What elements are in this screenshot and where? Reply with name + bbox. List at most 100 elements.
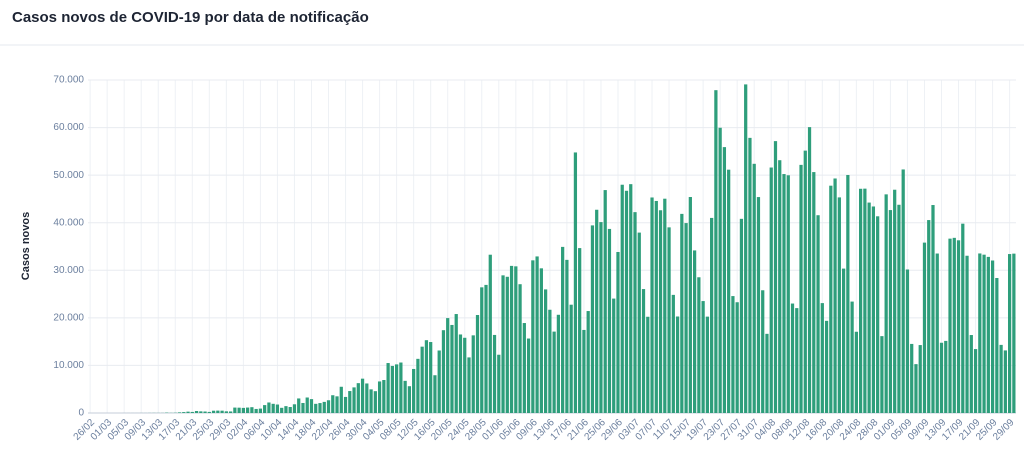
- bar: [710, 217, 714, 413]
- bar: [471, 335, 475, 413]
- bar: [612, 298, 616, 413]
- bar: [314, 403, 318, 413]
- bar: [233, 407, 237, 413]
- bar: [884, 194, 888, 413]
- bar: [488, 254, 492, 413]
- bar: [228, 411, 233, 413]
- bar: [803, 150, 807, 413]
- bar: [190, 411, 194, 413]
- bar: [356, 383, 360, 413]
- bar: [224, 411, 228, 413]
- bar: [854, 331, 858, 413]
- bar: [514, 266, 518, 413]
- bar: [382, 380, 386, 413]
- bar: [816, 215, 820, 413]
- bar: [812, 172, 816, 413]
- bar: [220, 410, 224, 413]
- bar: [863, 188, 867, 413]
- bar: [641, 289, 646, 413]
- bar: [586, 311, 590, 413]
- bar: [918, 345, 922, 413]
- bar: [671, 294, 675, 413]
- y-tick-label: 70.000: [53, 75, 84, 86]
- bar: [578, 248, 582, 413]
- bar: [305, 397, 309, 413]
- bar: [246, 407, 250, 413]
- bar: [688, 197, 692, 413]
- bar: [859, 188, 863, 413]
- bar: [990, 260, 995, 413]
- bar: [552, 331, 556, 413]
- y-tick-label: 10.000: [53, 360, 84, 371]
- bar: [680, 213, 684, 413]
- bar: [961, 223, 965, 413]
- bar: [582, 329, 586, 413]
- bar: [748, 137, 752, 413]
- bar: [492, 334, 497, 413]
- bar: [633, 212, 637, 413]
- bar: [1007, 254, 1012, 413]
- bar: [829, 185, 833, 413]
- bar: [450, 324, 454, 413]
- bar: [935, 253, 939, 413]
- bar: [211, 410, 216, 413]
- bar: [948, 238, 952, 413]
- bar: [901, 169, 905, 413]
- bar: [318, 403, 322, 413]
- bar: [535, 256, 539, 413]
- bar: [978, 253, 982, 413]
- bar: [956, 240, 961, 413]
- bar: [846, 174, 850, 413]
- bar: [539, 268, 543, 413]
- bar: [263, 405, 267, 413]
- bar: [944, 340, 948, 413]
- bar: [526, 338, 531, 413]
- bar: [522, 323, 526, 413]
- bar: [207, 411, 211, 413]
- bar: [590, 225, 595, 413]
- bar: [301, 402, 305, 413]
- bar: [531, 260, 535, 413]
- bar: [420, 346, 424, 413]
- bar: [518, 284, 522, 413]
- bar: [782, 174, 786, 413]
- bar: [982, 254, 986, 413]
- bar: [692, 250, 697, 413]
- bar: [888, 210, 893, 413]
- bar: [965, 255, 969, 413]
- bar: [390, 365, 394, 413]
- bar: [475, 315, 480, 413]
- bar: [373, 391, 377, 413]
- bar: [441, 330, 446, 413]
- bar: [258, 408, 263, 413]
- bar: [275, 404, 280, 413]
- bar: [752, 163, 756, 413]
- bar: [424, 340, 429, 413]
- bar: [616, 251, 620, 413]
- bar: [335, 396, 339, 413]
- bar: [667, 227, 671, 413]
- bar: [824, 320, 829, 413]
- bar: [939, 342, 944, 413]
- bar: [931, 205, 935, 413]
- bar: [254, 408, 258, 413]
- bar: [905, 269, 910, 413]
- bar: [1003, 350, 1007, 413]
- bar: [309, 399, 314, 413]
- bar: [360, 378, 365, 413]
- bar: [369, 389, 373, 413]
- bar: [1012, 253, 1016, 413]
- bar: [599, 222, 603, 413]
- bar: [820, 303, 824, 413]
- y-tick-label: 30.000: [53, 265, 84, 276]
- bar: [458, 334, 463, 413]
- bar: [739, 218, 744, 413]
- bar: [675, 316, 680, 413]
- bar: [663, 198, 667, 413]
- bar: [850, 301, 854, 413]
- bar: [326, 400, 331, 413]
- bar: [654, 200, 658, 413]
- bar: [497, 354, 501, 413]
- bar: [548, 309, 552, 413]
